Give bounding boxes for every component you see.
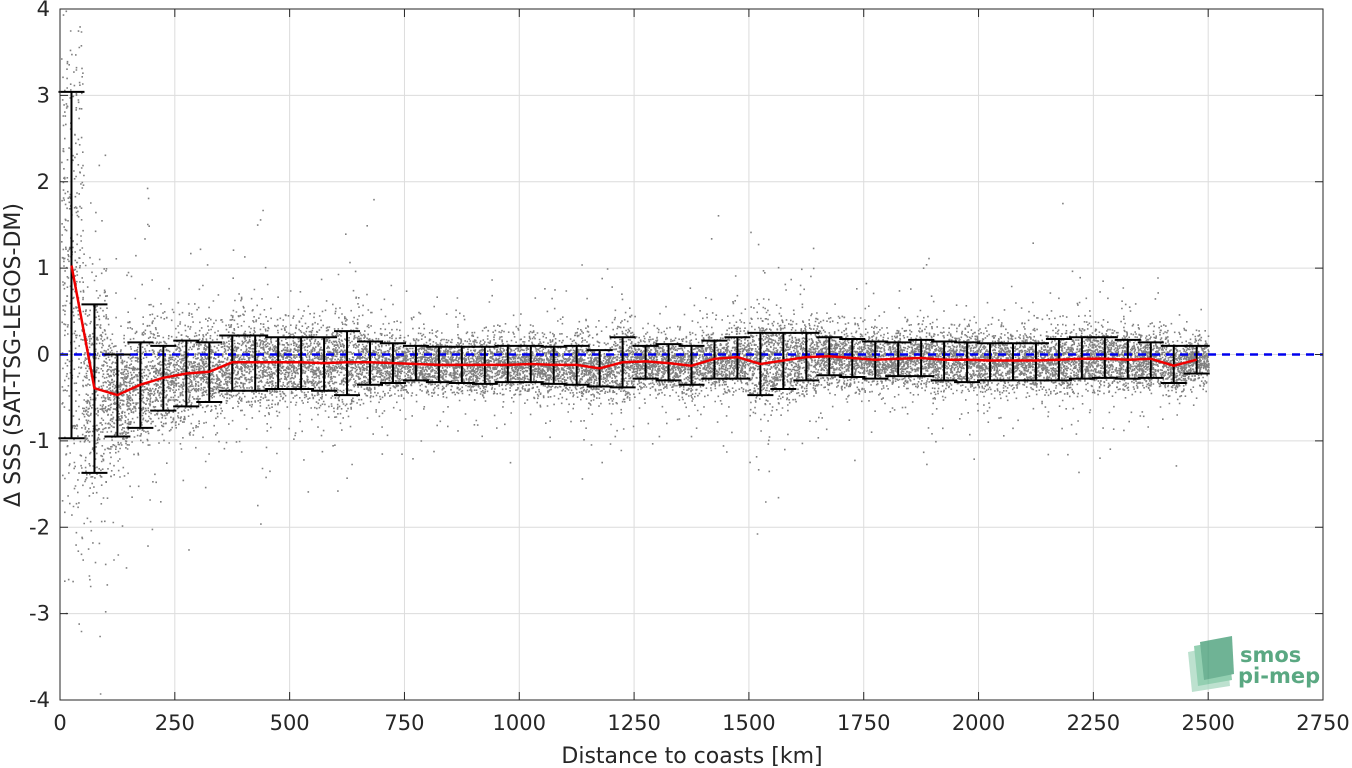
- logo-mark-icon: [1188, 636, 1234, 692]
- tick-marks: [59, 8, 1324, 701]
- x-tick-label: 1000: [493, 711, 546, 735]
- logo-line1: smos: [1240, 643, 1301, 667]
- mean-line: [70, 265, 1198, 397]
- x-tick-label: 500: [270, 711, 310, 735]
- y-tick-label: -1: [29, 429, 50, 453]
- scatter-points: [61, 10, 1210, 695]
- x-tick-labels: 0 250 500 750 1000 1250 1500 1750 2000 2250 2500 27…: [53, 711, 1349, 735]
- y-tick-label: -2: [29, 515, 50, 539]
- y-tick-label: 1: [37, 256, 50, 280]
- smos-pi-mep-logo: smos pi-mep: [1188, 636, 1320, 692]
- x-tick-label: 1750: [837, 711, 890, 735]
- y-axis-label: Δ SSS (SAT-TSG-LEGOS-DM): [1, 203, 26, 507]
- x-tick-label: 1500: [722, 711, 775, 735]
- x-tick-label: 750: [384, 711, 424, 735]
- scatter-cloud: [61, 10, 1210, 695]
- x-tick-label: 1250: [607, 711, 660, 735]
- logo-line2: pi-mep: [1238, 664, 1320, 688]
- x-axis-label: Distance to coasts [km]: [561, 744, 822, 768]
- y-tick-label: 4: [37, 0, 50, 21]
- y-tick-label: 2: [37, 170, 50, 194]
- x-tick-label: 0: [53, 711, 66, 735]
- y-tick-label: -4: [29, 688, 50, 712]
- x-tick-label: 2750: [1296, 711, 1349, 735]
- x-tick-label: 250: [155, 711, 195, 735]
- y-tick-labels: -4 -3 -2 -1 0 1 2 3 4: [29, 0, 50, 712]
- x-tick-label: 2000: [952, 711, 1005, 735]
- y-tick-label: -3: [29, 602, 50, 626]
- y-tick-label: 3: [37, 83, 50, 107]
- y-tick-label: 0: [37, 343, 50, 367]
- x-tick-label: 2500: [1181, 711, 1234, 735]
- x-tick-label: 2250: [1067, 711, 1120, 735]
